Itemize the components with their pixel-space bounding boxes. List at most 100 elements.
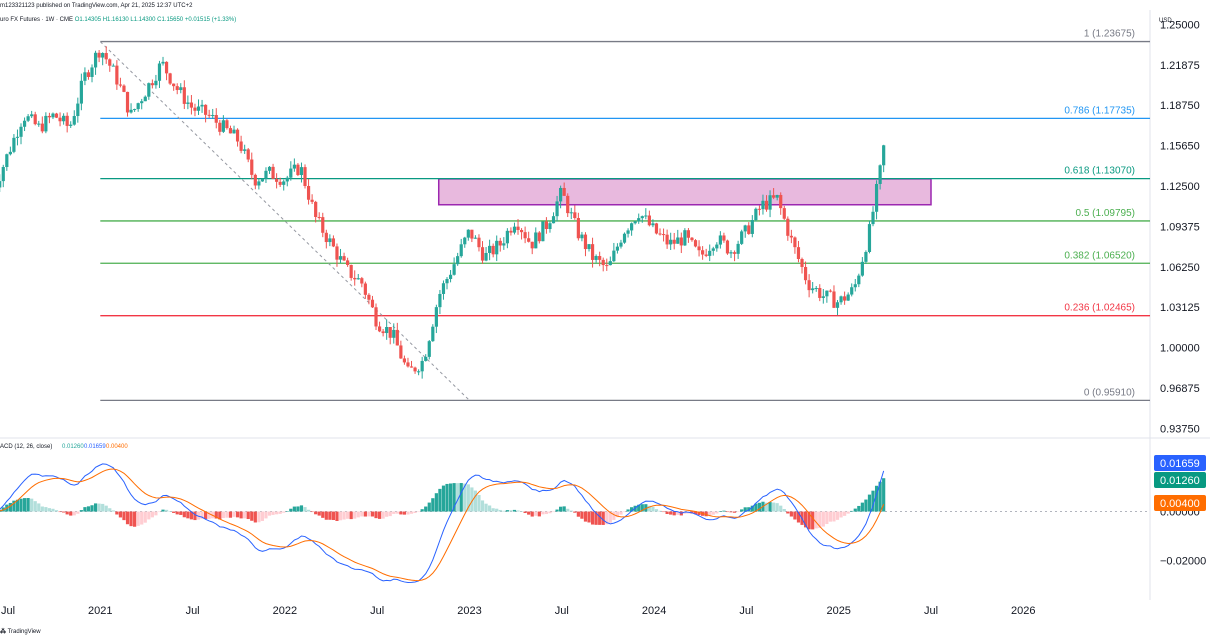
candle-body bbox=[225, 120, 229, 129]
fib-label-0-5: 0.5 (1.09795) bbox=[1076, 208, 1136, 219]
macd-histogram-bar bbox=[33, 501, 37, 512]
fib-levels: 1 (1.23675) 0.786 (1.17735) 0.618 (1.13070… bbox=[100, 29, 1150, 402]
macd-histogram-bar bbox=[321, 511, 325, 518]
macd-histogram-bar bbox=[58, 511, 62, 513]
candle-body bbox=[619, 242, 623, 247]
candle-body bbox=[576, 218, 580, 239]
candle-body bbox=[544, 221, 549, 230]
macd-histogram-bar bbox=[69, 511, 73, 516]
macd-histogram-bar bbox=[76, 511, 80, 514]
ohlc-close: C1.15650 bbox=[157, 17, 184, 23]
candle-body bbox=[47, 115, 52, 118]
macd-histogram-bar bbox=[200, 511, 204, 519]
candle-body bbox=[580, 234, 584, 239]
candle-body bbox=[136, 103, 140, 110]
macd-histogram-bar bbox=[683, 511, 687, 514]
macd-histogram-bar bbox=[516, 510, 520, 512]
x-tick-label: Jul bbox=[370, 605, 384, 617]
candle-body bbox=[65, 115, 69, 126]
macd-histogram-bar bbox=[725, 511, 730, 513]
macd-histogram-bar bbox=[882, 478, 886, 512]
candle-body bbox=[90, 67, 94, 77]
macd-histogram-bar bbox=[846, 511, 850, 514]
candle-body bbox=[456, 256, 460, 265]
symbol-name[interactable]: uro FX Futures · 1W · CME bbox=[0, 17, 74, 23]
macd-histogram-bar bbox=[566, 508, 570, 512]
candle-body bbox=[69, 124, 73, 126]
candle-body bbox=[168, 73, 172, 84]
candle-body bbox=[473, 237, 478, 239]
candle-body bbox=[519, 229, 524, 233]
candle-body bbox=[278, 181, 282, 185]
macd-histogram-bar bbox=[207, 511, 211, 519]
candle-body bbox=[189, 102, 194, 108]
macd-histogram-bar bbox=[115, 511, 119, 515]
macd-histogram-bar bbox=[775, 503, 779, 512]
macd-histogram-bar bbox=[26, 498, 30, 512]
macd-histogram-bar bbox=[619, 511, 623, 515]
macd-histogram-bar bbox=[747, 507, 751, 512]
candle-body bbox=[803, 266, 808, 281]
macd-histogram-bar bbox=[580, 511, 584, 519]
candle-body bbox=[413, 367, 417, 372]
candle-body bbox=[569, 212, 573, 214]
macd-histogram-bar bbox=[83, 507, 87, 512]
candle-body bbox=[267, 166, 272, 171]
macd-histogram-bar bbox=[661, 511, 666, 513]
fib-label-0-236: 0.236 (1.02465) bbox=[1064, 303, 1135, 314]
candle-body bbox=[161, 61, 165, 64]
macd-histogram-bar bbox=[537, 511, 541, 517]
candle-body bbox=[516, 226, 520, 230]
candle-body bbox=[743, 225, 747, 232]
axes: 1.25000 1.21875 1.18750 1.15650 1.12500 1.093… bbox=[1, 19, 1206, 617]
candle-body bbox=[775, 194, 779, 198]
macd-histogram-bar bbox=[104, 505, 108, 512]
candle-body bbox=[218, 122, 222, 132]
macd-legend: ACD (12, 26, close) 0.01260 0.01659 0.00400 bbox=[0, 444, 128, 450]
macd-histogram-bar bbox=[367, 511, 371, 517]
price-tick-label: 1.12500 bbox=[1160, 181, 1200, 193]
candle-body bbox=[402, 358, 407, 363]
macd-histogram-bar bbox=[377, 511, 382, 519]
candle-body bbox=[172, 83, 176, 87]
macd-histogram-bar bbox=[246, 511, 250, 520]
macd-histogram-bar bbox=[456, 483, 460, 512]
macd-histogram-bar bbox=[740, 509, 744, 512]
candle-body bbox=[243, 149, 247, 151]
candle-body bbox=[104, 53, 108, 60]
candle-body bbox=[54, 113, 59, 118]
macd-histogram-bar bbox=[622, 511, 627, 513]
macd-histogram-bar bbox=[409, 511, 414, 514]
candle-body bbox=[555, 201, 559, 217]
macd-histogram-bar bbox=[374, 511, 378, 519]
tradingview-logo-icon: ⁂ bbox=[0, 629, 6, 635]
candle-body bbox=[850, 287, 854, 295]
candle-body bbox=[388, 327, 392, 338]
fib-label-0: 0 (0.95910) bbox=[1084, 387, 1135, 398]
candle-body bbox=[459, 244, 463, 257]
candle-body bbox=[747, 225, 751, 234]
macd-histogram-bar bbox=[601, 511, 605, 525]
macd-histogram-bar bbox=[654, 509, 659, 512]
candle-body bbox=[406, 362, 410, 367]
macd-histogram-bar bbox=[488, 505, 492, 512]
candle-body bbox=[154, 80, 158, 86]
candle-body bbox=[271, 166, 275, 179]
candle-body bbox=[296, 164, 300, 176]
macd-histogram-bar bbox=[164, 509, 169, 512]
macd-histogram-bar bbox=[154, 511, 158, 516]
candle-body bbox=[310, 199, 314, 202]
macd-histogram-bar bbox=[772, 502, 776, 512]
macd-histogram-bar bbox=[750, 505, 754, 512]
macd-histogram-bar bbox=[793, 511, 797, 520]
macd-histogram-bar bbox=[651, 506, 655, 512]
x-tick-label: Jul bbox=[739, 605, 753, 617]
macd-histogram-bar bbox=[608, 511, 612, 523]
macd-histogram-bar bbox=[835, 511, 840, 520]
macd-histogram-bar bbox=[271, 511, 275, 515]
candle-body bbox=[111, 65, 115, 67]
macd-histogram-bar bbox=[615, 511, 620, 518]
candle-body bbox=[420, 360, 424, 372]
candle-body bbox=[431, 326, 435, 342]
